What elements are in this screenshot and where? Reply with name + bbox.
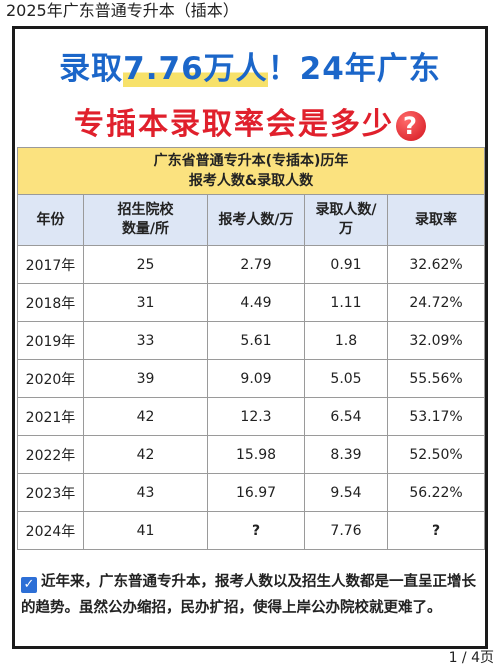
info-card: 录取7.76万人！24年广东 专插本录取率会是多少? 广东省普通专升本(专插本)… — [12, 26, 488, 649]
table-row: 2019年 33 5.61 1.8 32.09% — [17, 321, 486, 360]
headline-suffix: ！24年广东 — [267, 51, 441, 87]
table-row: 2024年 41? 7.76? — [17, 511, 486, 550]
table-cell: 7.76 — [304, 511, 388, 550]
table-row: 2022年 42 15.98 8.39 52.50% — [17, 435, 486, 474]
table-cell: 52.50% — [386, 435, 486, 474]
table-title-line-1: 广东省普通专升本(专插本)历年 — [153, 153, 349, 169]
table-body: 2017年 25 2.79 0.91 32.62% 2018年 31 4.49 1.11 24.7… — [17, 245, 486, 550]
table-cell: 2022年 — [17, 435, 84, 474]
column-header: 招生院校 数量/所 — [83, 194, 208, 246]
table-cell: 1.11 — [304, 283, 388, 322]
table-cell: 16.97 — [207, 473, 305, 512]
table-cell: 0.91 — [304, 245, 388, 284]
summary-note-text: 近年来，广东普通专升本，报考人数以及招生人数都是一直呈正增长的趋势。虽然公办缩招… — [21, 574, 476, 616]
table-cell: 5.61 — [207, 321, 305, 360]
table-header-row: 年份 招生院校 数量/所 报考人数/万 录取人数/万录取率 — [17, 194, 486, 246]
summary-note: ✓ 近年来，广东普通专升本，报考人数以及招生人数都是一直呈正增长的趋势。虽然公办缩… — [21, 569, 483, 621]
table-row: 2023年 43 16.97 9.54 56.22% — [17, 473, 486, 512]
table-cell: 1.8 — [304, 321, 388, 360]
table-cell: 5.05 — [304, 359, 388, 398]
table-cell: 41 — [83, 511, 208, 550]
table-cell: ? — [386, 511, 486, 550]
table-cell: 31 — [83, 283, 208, 322]
table-cell: 2020年 — [17, 359, 84, 398]
table-row: 2017年 25 2.79 0.91 32.62% — [17, 245, 486, 284]
table-cell: 33 — [83, 321, 208, 360]
column-header: 年份 — [17, 194, 84, 246]
table-cell: 55.56% — [386, 359, 486, 398]
table-cell: 25 — [83, 245, 208, 284]
table-cell: 32.62% — [386, 245, 486, 284]
table-row: 2018年 31 4.49 1.11 24.72% — [17, 283, 486, 322]
table-row: 2020年 39 9.09 5.05 55.56% — [17, 359, 486, 398]
headline-line-1: 录取7.76万人！24年广东 — [15, 43, 485, 93]
table-cell: 15.98 — [207, 435, 305, 474]
table-cell: 4.49 — [207, 283, 305, 322]
table-cell: 43 — [83, 473, 208, 512]
table-cell: 2018年 — [17, 283, 84, 322]
table-cell: 56.22% — [386, 473, 486, 512]
table-cell: 2021年 — [17, 397, 84, 436]
column-header: 报考人数/万 — [207, 194, 305, 246]
headline-line-2-text: 专插本录取率会是多少 — [74, 107, 394, 142]
headline-highlight: 7.76万人 — [123, 51, 268, 87]
checkbox-checked-icon: ✓ — [21, 577, 37, 593]
table-cell: 24.72% — [386, 283, 486, 322]
table-cell: 2024年 — [17, 511, 84, 550]
table-cell: 9.54 — [304, 473, 388, 512]
column-header: 录取人数/万 — [304, 194, 388, 246]
admission-table: 广东省普通专升本(专插本)历年 报考人数&录取人数 年份 招生院校 数量/所 报考人数… — [16, 147, 486, 550]
column-header: 录取率 — [386, 194, 486, 246]
table-row: 2021年 42 12.3 6.54 53.17% — [17, 397, 486, 436]
table-cell: 2.79 — [207, 245, 305, 284]
page-title: 2025年广东普通专升本（插本） — [6, 1, 239, 20]
table-cell: 42 — [83, 435, 208, 474]
table-cell: 2019年 — [17, 321, 84, 360]
table-title: 广东省普通专升本(专插本)历年 报考人数&录取人数 — [16, 147, 486, 195]
table-cell: 42 — [83, 397, 208, 436]
table-cell: 9.09 — [207, 359, 305, 398]
table-cell: ? — [207, 511, 305, 550]
table-cell: 39 — [83, 359, 208, 398]
table-cell: 8.39 — [304, 435, 388, 474]
table-cell: 6.54 — [304, 397, 388, 436]
page-indicator: 1 / 4页 — [448, 650, 494, 666]
headline-line-2: 专插本录取率会是多少? — [15, 99, 485, 145]
table-cell: 32.09% — [386, 321, 486, 360]
table-cell: 2017年 — [17, 245, 84, 284]
table-cell: 2023年 — [17, 473, 84, 512]
table-title-line-2: 报考人数&录取人数 — [188, 173, 314, 189]
table-cell: 53.17% — [386, 397, 486, 436]
table-cell: 12.3 — [207, 397, 305, 436]
headline-prefix: 录取 — [59, 51, 124, 87]
red-question-mark-icon: ? — [396, 110, 426, 141]
